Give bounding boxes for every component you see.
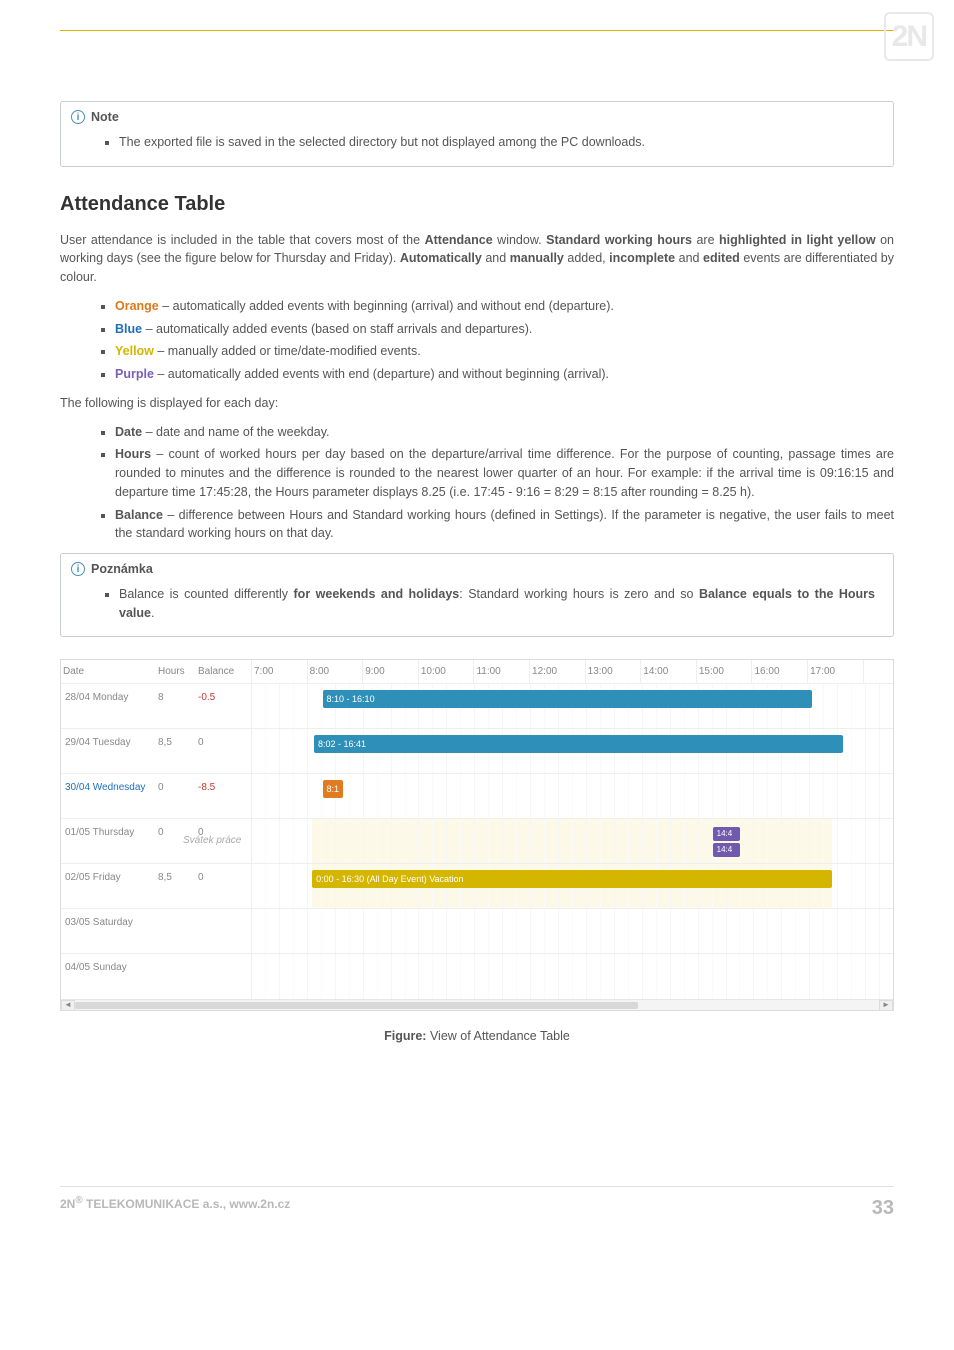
time-tick: 8:00 <box>307 660 363 683</box>
legend-orange: Orange – automatically added events with… <box>115 297 894 316</box>
cell-hours: 0 <box>156 774 196 818</box>
page-number: 33 <box>872 1193 894 1223</box>
time-tick: 16:00 <box>751 660 807 683</box>
scroll-track[interactable] <box>75 1000 879 1011</box>
cell-date: 01/05 Thursday <box>61 819 156 863</box>
cell-balance: -8.5 <box>196 774 251 818</box>
head-timeline: 7:008:009:0010:0011:0012:0013:0014:0015:… <box>251 660 893 683</box>
fields-list: Date – date and name of the weekday. Hou… <box>60 423 894 544</box>
brand-logo: 2N <box>884 12 934 61</box>
cell-timeline: Svátek práce14:414:4 <box>251 819 893 863</box>
note-callout-1: i Note The exported file is saved in the… <box>60 101 894 167</box>
time-tick: 7:00 <box>251 660 307 683</box>
cell-timeline <box>251 954 893 999</box>
attendance-row: 30/04 Wednesday0-8.5 8:1 <box>61 774 893 819</box>
attendance-table: Date Hours Balance 7:008:009:0010:0011:0… <box>60 659 894 1011</box>
timeline-event[interactable]: 14:4 <box>713 827 741 841</box>
attendance-row: 01/05 Thursday00Svátek práce14:414:4 <box>61 819 893 864</box>
cell-date: 30/04 Wednesday <box>61 774 156 818</box>
time-tick: 17:00 <box>807 660 863 683</box>
attendance-row: 29/04 Tuesday8,50 8:02 - 16:41 <box>61 729 893 774</box>
section-heading: Attendance Table <box>60 189 894 219</box>
attendance-body: 28/04 Monday8-0.5 8:10 - 16:10 29/04 Tuesd… <box>61 684 893 999</box>
scroll-thumb[interactable] <box>75 1002 638 1009</box>
attendance-row: 02/05 Friday8,50 0:00 - 16:30 (All Day Ev… <box>61 864 893 909</box>
figure-caption: Figure: View of Attendance Table <box>60 1027 894 1046</box>
note-item: The exported file is saved in the select… <box>119 133 875 152</box>
head-date: Date <box>61 660 156 683</box>
fields-intro: The following is displayed for each day: <box>60 394 894 413</box>
timeline-event[interactable]: 0:00 - 16:30 (All Day Event) Vacation <box>312 870 832 888</box>
cell-date: 04/05 Sunday <box>61 954 156 999</box>
timeline-grid <box>251 774 893 818</box>
timeline-event[interactable]: 8:10 - 16:10 <box>323 690 812 708</box>
color-legend-list: Orange – automatically added events with… <box>60 297 894 384</box>
cell-timeline: 8:1 <box>251 774 893 818</box>
legend-yellow: Yellow – manually added or time/date-mod… <box>115 342 894 361</box>
field-balance: Balance – difference between Hours and S… <box>115 506 894 544</box>
note-title: Note <box>91 108 119 127</box>
field-date: Date – date and name of the weekday. <box>115 423 894 442</box>
cell-timeline: 8:02 - 16:41 <box>251 729 893 773</box>
cell-date: 29/04 Tuesday <box>61 729 156 773</box>
cell-balance: 0 <box>196 864 251 908</box>
cell-date: 02/05 Friday <box>61 864 156 908</box>
holiday-label: Svátek práce <box>183 833 241 848</box>
cell-hours <box>156 909 196 953</box>
horizontal-scrollbar[interactable]: ◄ ► <box>61 999 893 1010</box>
head-balance: Balance <box>196 660 251 683</box>
footer-rule <box>60 1186 894 1187</box>
cell-balance <box>196 909 251 953</box>
cell-hours: 8,5 <box>156 729 196 773</box>
note2-item: Balance is counted differently for weeke… <box>119 585 875 623</box>
attendance-row: 04/05 Sunday <box>61 954 893 999</box>
info-icon: i <box>71 562 85 576</box>
cell-hours: 8 <box>156 684 196 728</box>
legend-purple: Purple – automatically added events with… <box>115 365 894 384</box>
timeline-event[interactable]: 8:1 <box>323 780 343 798</box>
time-tick: 15:00 <box>696 660 752 683</box>
timeline-grid <box>251 819 893 863</box>
page-footer: 2N® TELEKOMUNIKACE a.s., www.2n.cz 33 <box>60 1193 894 1223</box>
legend-blue: Blue – automatically added events (based… <box>115 320 894 339</box>
cell-timeline <box>251 909 893 953</box>
cell-timeline: 0:00 - 16:30 (All Day Event) Vacation <box>251 864 893 908</box>
time-tick: 14:00 <box>640 660 696 683</box>
note2-title: Poznámka <box>91 560 153 579</box>
head-hours: Hours <box>156 660 196 683</box>
time-tick: 12:00 <box>529 660 585 683</box>
attendance-figure: Date Hours Balance 7:008:009:0010:0011:0… <box>60 659 894 1011</box>
attendance-head: Date Hours Balance 7:008:009:0010:0011:0… <box>61 660 893 684</box>
scroll-right-button[interactable]: ► <box>879 1000 893 1011</box>
attendance-row: 03/05 Saturday <box>61 909 893 954</box>
time-tick: 9:00 <box>362 660 418 683</box>
cell-balance: 0 <box>196 729 251 773</box>
note-callout-2: i Poznámka Balance is counted differentl… <box>60 553 894 637</box>
time-tick: 11:00 <box>473 660 529 683</box>
cell-date: 28/04 Monday <box>61 684 156 728</box>
cell-balance <box>196 954 251 999</box>
scroll-left-button[interactable]: ◄ <box>61 1000 75 1011</box>
cell-hours <box>156 954 196 999</box>
top-rule <box>60 30 894 31</box>
cell-date: 03/05 Saturday <box>61 909 156 953</box>
timeline-event[interactable]: 14:4 <box>713 843 741 857</box>
time-tick: 13:00 <box>585 660 641 683</box>
timeline-grid <box>251 954 893 999</box>
info-icon: i <box>71 110 85 124</box>
time-tick: 10:00 <box>418 660 474 683</box>
footer-left: 2N® TELEKOMUNIKACE a.s., www.2n.cz <box>60 1193 290 1223</box>
timeline-event[interactable]: 8:02 - 16:41 <box>314 735 843 753</box>
cell-timeline: 8:10 - 16:10 <box>251 684 893 728</box>
field-hours: Hours – count of worked hours per day ba… <box>115 445 894 501</box>
cell-hours: 8,5 <box>156 864 196 908</box>
intro-paragraph: User attendance is included in the table… <box>60 231 894 287</box>
attendance-row: 28/04 Monday8-0.5 8:10 - 16:10 <box>61 684 893 729</box>
cell-balance: -0.5 <box>196 684 251 728</box>
timeline-grid <box>251 909 893 953</box>
